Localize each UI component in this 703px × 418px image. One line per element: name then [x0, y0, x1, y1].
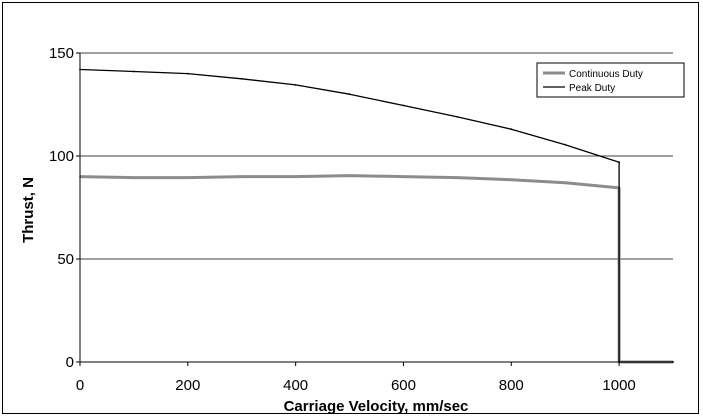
data-point-continuous-duty-6	[402, 175, 405, 178]
legend-label-peak: Peak Duty	[569, 83, 615, 94]
data-point-peak-duty-7	[456, 116, 459, 118]
legend-label-continuous: Continuous Duty	[569, 69, 643, 80]
data-point-peak-duty-8	[510, 128, 513, 131]
data-point-continuous-duty-8	[510, 178, 513, 181]
x-tick-label-200: 200	[175, 377, 200, 394]
legend-box	[536, 62, 685, 98]
gridlines	[80, 52, 673, 260]
series-line-continuous-duty	[79, 174, 673, 364]
data-point-continuous-duty-1	[133, 176, 135, 179]
data-point-peak-duty-5	[348, 93, 351, 96]
data-point-peak-duty-6	[402, 104, 405, 107]
data-point-peak-duty-10	[618, 161, 620, 164]
data-point-peak-duty-4	[294, 84, 297, 86]
tick-labels: 0 50 100 150 0 200 400 600 800 1000	[49, 45, 636, 394]
x-tick-label-1000: 1000	[602, 377, 635, 394]
data-point-continuous-duty-9	[564, 181, 567, 184]
data-point-peak-duty-3	[240, 77, 243, 80]
y-tick-label-0: 0	[66, 354, 74, 371]
x-tick-label-600: 600	[391, 377, 416, 394]
x-axis-title: Carriage Velocity, mm/sec	[284, 398, 469, 415]
axes	[76, 52, 673, 366]
data-point-peak-duty-1	[133, 70, 135, 73]
x-tick-label-800: 800	[499, 377, 524, 394]
y-tick-label-100: 100	[49, 148, 74, 165]
x-tick-label-400: 400	[283, 377, 308, 394]
data-point-peak-duty-9	[564, 143, 567, 146]
x-tick-label-0: 0	[76, 377, 84, 394]
y-tick-label-150: 150	[49, 45, 74, 62]
series-layer	[79, 68, 674, 364]
series-line-peak-duty	[79, 68, 673, 363]
data-point-continuous-duty-5	[348, 174, 351, 177]
data-point-continuous-duty-7	[456, 176, 459, 179]
y-tick-label-50: 50	[57, 251, 74, 268]
legend: Continuous Duty Peak Duty	[536, 62, 685, 98]
data-point-continuous-duty-4	[294, 175, 297, 178]
data-point-peak-duty-2	[186, 72, 189, 75]
data-point-continuous-duty-3	[240, 175, 243, 178]
data-point-continuous-duty-2	[186, 176, 189, 179]
y-axis-title: Thrust, N	[20, 177, 37, 243]
